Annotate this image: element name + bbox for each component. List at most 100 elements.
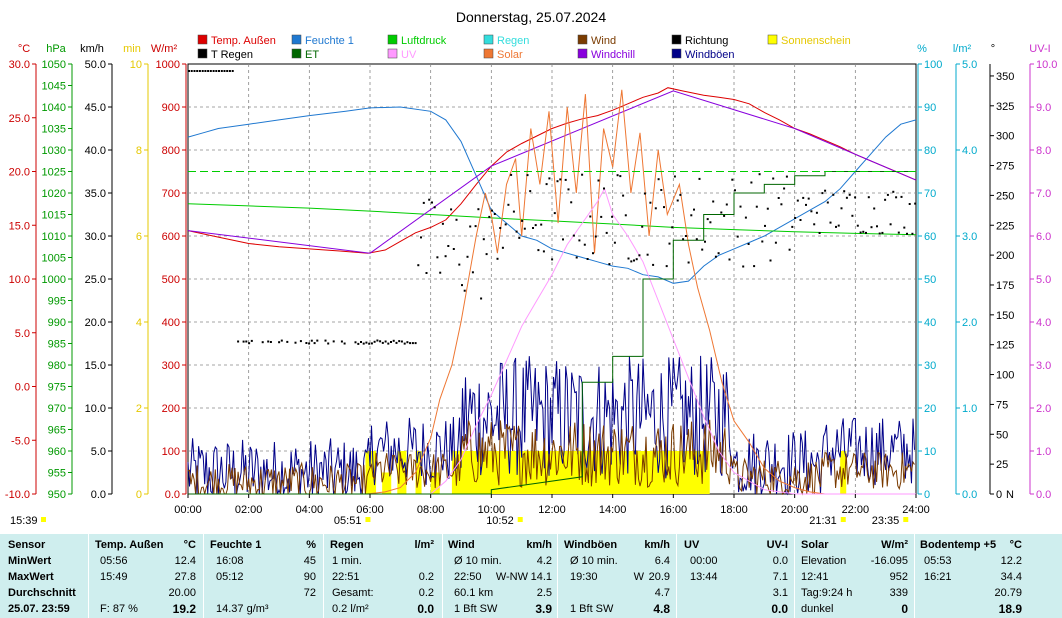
axis-tick-label-kmh: 10.0 [85,403,106,415]
wind-direction-dot [712,200,715,203]
x-tick-label: 20:00 [781,504,809,516]
axis-unit-min: min [123,43,141,55]
wind-direction-dot [553,212,556,215]
summary-wind-value: 3.9 [535,602,552,616]
wind-direction-dot [581,173,584,176]
wind-direction-dot [220,70,223,72]
wind-direction-dot [572,234,575,237]
axis-tick-label-kmh: 40.0 [85,145,106,157]
wind-direction-dot [431,201,433,204]
wind-direction-dot [422,201,425,204]
summary-row-label: MaxWert [8,571,54,583]
axis-tick-label-hpa: 965 [48,425,66,437]
wind-direction-dot [586,258,589,260]
wind-direction-dot [542,250,545,253]
wind-direction-dot [564,178,567,181]
wind-direction-dot [392,339,395,342]
summary-rain-value: 0.0 [417,602,434,616]
summary-wind-value: 2.5 [536,587,552,599]
summary-temp-value: 27.8 [174,571,196,583]
wind-direction-dot [491,209,493,212]
summary-header-gust-unit: km/h [644,539,670,551]
wind-direction-dot [231,70,234,72]
summary-humidity-time: 16:08 [216,555,244,567]
axis-tick-label-wm2: 500 [162,274,180,286]
wind-direction-dot [499,227,502,229]
axis-tick-label-deg: 0 [996,489,1002,501]
summary-humidity-value: 90 [303,571,316,583]
x-tick-label: 16:00 [660,504,688,516]
wind-direction-dot [474,225,477,228]
wind-direction-dot [856,224,859,227]
wind-direction-dot [884,198,887,201]
wind-direction-dot [649,201,652,204]
axis-tick-label-min: 10 [130,59,142,71]
summary-wind-value: 4.2 [536,555,552,567]
wind-direction-dot [810,210,813,213]
axis-tick-label-deg: 325 [996,101,1014,113]
wind-direction-dot [313,342,316,345]
axis-tick-label-lm2: 5.0 [962,59,977,71]
summary-soil-value: 18.9 [998,602,1022,616]
wind-direction-dot [851,214,854,217]
wind-direction-dot [534,224,537,227]
legend-swatch [767,34,778,45]
summary-header-humidity: Feuchte 1 [210,539,262,551]
wind-direction-dot [753,265,756,268]
axis-tick-label-hpa: 1050 [42,59,66,71]
axis-unit-wm2: W/m² [151,43,178,55]
axis-tick-label-kmh: 25.0 [85,274,106,286]
wind-direction-dot [805,203,807,206]
axis-tick-label-pct: 30 [924,360,936,372]
legend-swatch [197,48,208,59]
wind-direction-dot [821,192,824,195]
summary-rain-label: Gesamt: [332,587,374,599]
wind-direction-dot [370,342,373,345]
wind-direction-dot [501,246,504,249]
axis-unit-temp: °C [18,43,30,55]
axis-tick-label-uvi: 10.0 [1036,59,1057,71]
wind-direction-dot [785,175,788,178]
summary-header-wind: Wind [448,539,475,551]
axis-tick-label-uvi: 0.0 [1036,489,1051,501]
wind-direction-dot [777,197,780,199]
axis-tick-label-deg: 250 [996,190,1014,202]
legend-label: Feuchte 1 [305,35,354,47]
wind-direction-dot [704,240,706,243]
wind-direction-dot [824,189,827,192]
axis-tick-label-uvi: 9.0 [1036,102,1051,114]
wind-direction-dot [226,70,229,72]
axis-tick-label-kmh: 5.0 [91,446,106,458]
legend-label: Windböen [685,49,735,61]
axis-tick-label-pct: 80 [924,145,936,157]
axis-unit-kmh: km/h [80,43,104,55]
wind-direction-dot [305,342,308,344]
wind-direction-dot [196,70,199,72]
axis-tick-label-hpa: 1010 [42,231,66,243]
summary-gust-label: 19:30 [570,571,598,583]
summary-uv-value: 3.1 [772,587,788,599]
wind-direction-dot [870,226,873,229]
wind-direction-dot [458,263,461,266]
wind-direction-dot [633,259,635,262]
wind-direction-dot [600,215,603,218]
summary-solar-value: 952 [889,571,908,583]
axis-tick-label-lm2: 4.0 [962,145,977,157]
wind-direction-dot [668,242,671,245]
axis-tick-label-kmh: 45.0 [85,102,106,114]
summary-soil-value: 20.79 [994,587,1022,599]
axis-tick-label-wm2: 900 [162,102,180,114]
x-marker-label: 05:51 [334,515,362,527]
wind-direction-dot [523,227,526,230]
wind-direction-dot [886,193,889,196]
wind-direction-dot [395,341,398,344]
axis-tick-label-temp: 5.0 [15,328,30,340]
wind-direction-dot [526,174,529,177]
axis-tick-label-min: 0 [136,489,142,501]
summary-gust-direction: W [633,571,644,583]
x-marker-dot [903,517,909,522]
legend-label: Temp. Außen [211,35,276,47]
wind-direction-dot [384,340,387,343]
series-uv [188,187,916,495]
axis-tick-label-pct: 0 [924,489,930,501]
